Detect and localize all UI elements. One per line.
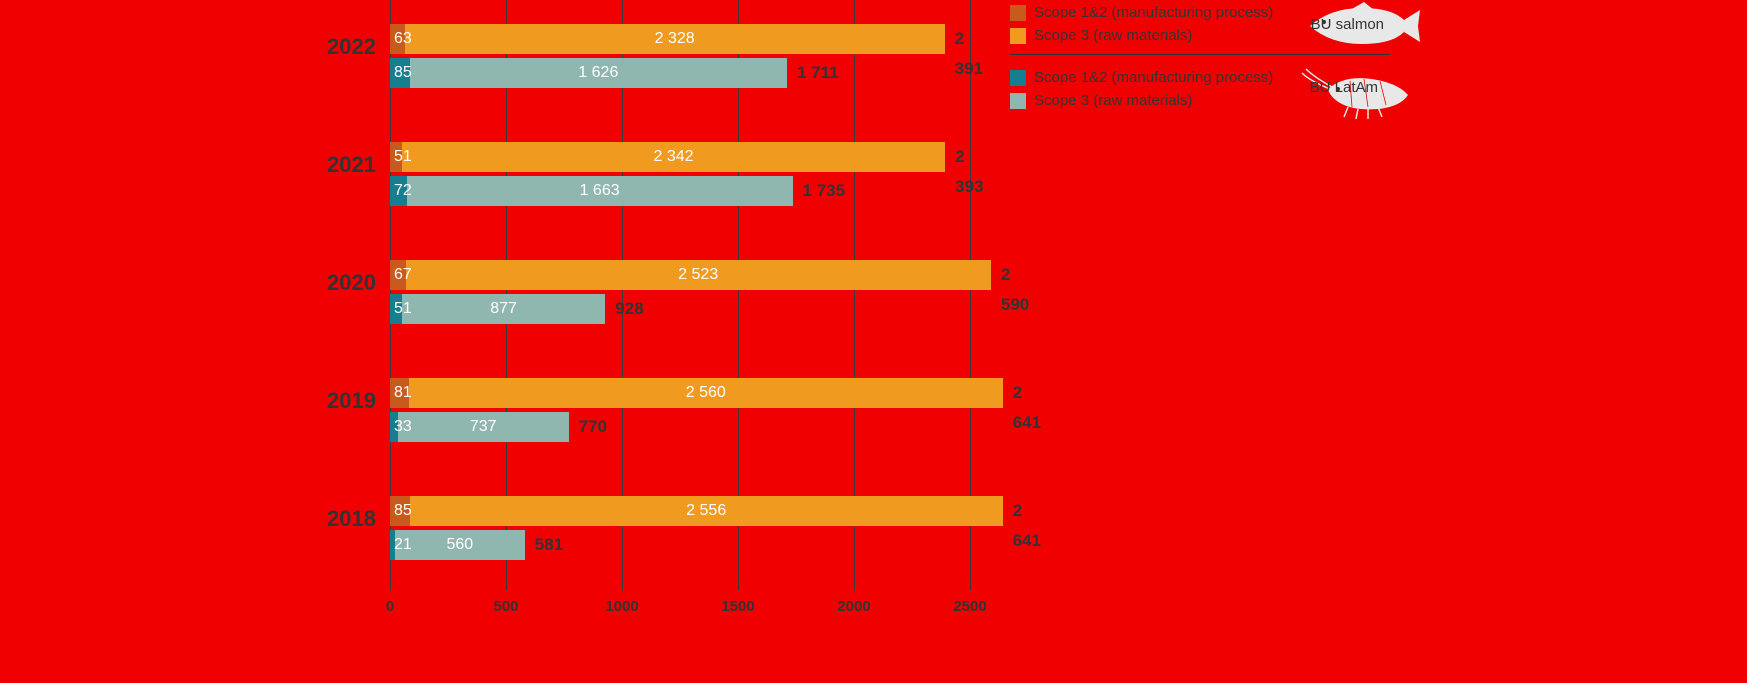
bu-salmon-label: BU salmon	[1311, 16, 1384, 33]
year-label: 2020	[296, 270, 376, 296]
bar-value-scope12: 72	[394, 176, 412, 206]
x-tick: 1500	[721, 598, 754, 615]
legend-block-salmon: BU salmon Scope 1&2 (manufacturing proce…	[1010, 4, 1440, 44]
bar-value-scope3: 2 328	[655, 24, 695, 54]
chart-area: 050010001500200025002022632 3282 391851 …	[390, 0, 970, 620]
bu-latam-label: BU LatAm	[1310, 79, 1378, 96]
legend: BU salmon Scope 1&2 (manufacturing proce…	[1010, 4, 1440, 115]
bar-total: 1 711	[797, 58, 839, 88]
bar-total: 2 641	[1013, 378, 1041, 408]
bar-value-scope3: 1 626	[578, 58, 618, 88]
bar-value-scope12: 85	[394, 58, 412, 88]
bar-value-scope12: 67	[394, 260, 412, 290]
swatch	[1010, 93, 1026, 109]
x-tick: 500	[493, 598, 518, 615]
legend-block-latam: BU LatAm Scope 1&2 (manufacturing proces…	[1010, 69, 1440, 109]
bar-value-scope12: 21	[394, 530, 412, 560]
fish-icon: BU salmon	[1300, 2, 1420, 55]
legend-label: Scope 3 (raw materials)	[1034, 27, 1192, 44]
bar-value-scope3: 2 560	[686, 378, 726, 408]
bar-value-scope3: 877	[490, 294, 517, 324]
plot: 050010001500200025002022632 3282 391851 …	[390, 0, 970, 590]
year-label: 2022	[296, 34, 376, 60]
year-label: 2018	[296, 506, 376, 532]
x-tick: 1000	[605, 598, 638, 615]
legend-label: Scope 1&2 (manufacturing process)	[1034, 4, 1273, 21]
legend-label: Scope 3 (raw materials)	[1034, 92, 1192, 109]
bar-total: 1 735	[803, 176, 846, 206]
year-label: 2019	[296, 388, 376, 414]
legend-label: Scope 1&2 (manufacturing process)	[1034, 69, 1273, 86]
bar-value-scope12: 81	[394, 378, 412, 408]
x-tick: 2500	[953, 598, 986, 615]
bar-value-scope3: 2 523	[678, 260, 718, 290]
bar-value-scope12: 33	[394, 412, 412, 442]
swatch	[1010, 5, 1026, 21]
bar-total: 2 641	[1013, 496, 1041, 526]
x-tick: 0	[386, 598, 394, 615]
bar-value-scope3: 737	[470, 412, 497, 442]
swatch	[1010, 28, 1026, 44]
bar-value-scope12: 63	[394, 24, 412, 54]
bar-value-scope12: 51	[394, 142, 412, 172]
swatch	[1010, 70, 1026, 86]
year-label: 2021	[296, 152, 376, 178]
bar-value-scope12: 51	[394, 294, 412, 324]
shrimp-icon: BU LatAm	[1300, 67, 1420, 124]
bar-value-scope3: 2 342	[653, 142, 693, 172]
bar-value-scope3: 1 663	[580, 176, 620, 206]
bar-value-scope3: 560	[446, 530, 473, 560]
bar-value-scope12: 85	[394, 496, 412, 526]
bar-total: 2 391	[955, 24, 983, 54]
bar-total: 581	[535, 530, 563, 560]
bar-total: 770	[579, 412, 607, 442]
x-tick: 2000	[837, 598, 870, 615]
bar-total: 928	[615, 294, 643, 324]
bar-value-scope3: 2 556	[686, 496, 726, 526]
bar-total: 2 590	[1001, 260, 1029, 290]
bar-total: 2 393	[955, 142, 983, 172]
